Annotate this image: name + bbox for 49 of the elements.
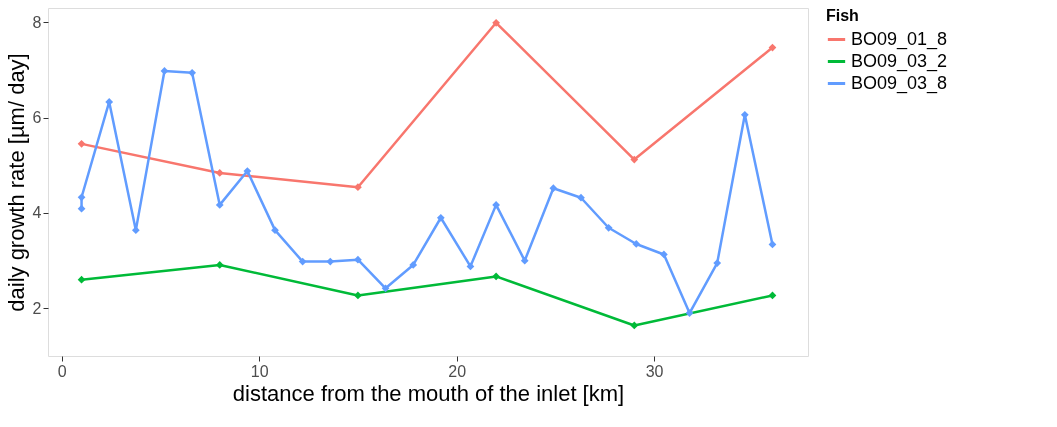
point bbox=[577, 193, 585, 202]
point bbox=[77, 204, 86, 213]
point bbox=[713, 259, 722, 267]
y-tick-label: 8 bbox=[32, 13, 42, 31]
point bbox=[77, 275, 86, 284]
point bbox=[660, 250, 668, 259]
point bbox=[354, 255, 362, 264]
y-tick-label: 4 bbox=[32, 204, 42, 222]
point bbox=[466, 262, 475, 271]
point bbox=[271, 226, 279, 235]
point bbox=[131, 226, 140, 235]
x-axis-title: distance from the mouth of the inlet [km] bbox=[232, 380, 625, 406]
point bbox=[77, 193, 86, 202]
point bbox=[492, 272, 500, 281]
point bbox=[492, 18, 500, 27]
x-tick-label: 10 bbox=[250, 362, 269, 380]
x-tick-label: 30 bbox=[645, 362, 664, 380]
point bbox=[630, 321, 639, 330]
point bbox=[492, 201, 500, 209]
point bbox=[549, 184, 558, 193]
point bbox=[77, 139, 86, 148]
point bbox=[604, 223, 613, 232]
point bbox=[354, 291, 362, 300]
point bbox=[685, 309, 694, 317]
y-tick-label: 6 bbox=[32, 109, 42, 127]
point bbox=[436, 213, 445, 222]
point bbox=[243, 167, 252, 175]
point bbox=[326, 257, 335, 266]
point bbox=[409, 261, 418, 269]
y-tick-label: 2 bbox=[32, 299, 42, 317]
point bbox=[215, 201, 224, 209]
legend-label: BO09_01_8 bbox=[851, 28, 948, 50]
point bbox=[160, 67, 169, 75]
legend-label: BO09_03_8 bbox=[851, 72, 948, 94]
point bbox=[630, 155, 639, 164]
point bbox=[381, 284, 390, 293]
point bbox=[632, 240, 641, 248]
x-tick-label: 0 bbox=[57, 362, 67, 380]
point bbox=[520, 256, 529, 265]
legend-title: Fish bbox=[826, 7, 859, 24]
point bbox=[740, 110, 749, 119]
point bbox=[188, 68, 196, 77]
y-axis-title: daily growth rate [µm/ day] bbox=[3, 53, 29, 312]
point bbox=[298, 257, 307, 266]
point bbox=[215, 169, 224, 177]
legend-label: BO09_03_2 bbox=[851, 50, 948, 72]
point bbox=[354, 183, 362, 192]
x-tick-label: 20 bbox=[448, 362, 467, 380]
point bbox=[215, 261, 224, 269]
